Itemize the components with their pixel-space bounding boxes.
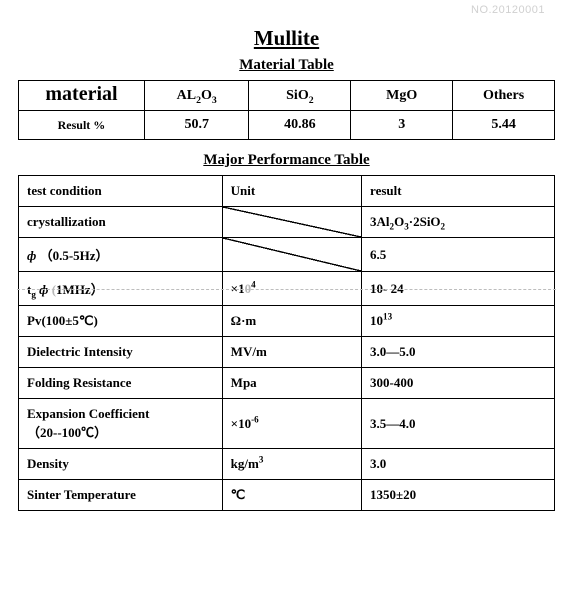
perf-unit: Ω·m	[222, 306, 361, 337]
table-row: Sinter Temperature℃1350±20	[19, 480, 555, 511]
table-row: Dielectric IntensityMV/m3.0—5.0	[19, 337, 555, 368]
perf-result: 3.5—4.0	[362, 399, 555, 449]
perf-result: 1350±20	[362, 480, 555, 511]
perf-condition: tg ф (1MHz）	[19, 272, 223, 306]
perf-condition: Pv(100±5℃)	[19, 306, 223, 337]
perf-unit: ℃	[222, 480, 361, 511]
material-table-cell: 50.7	[144, 111, 249, 140]
perf-condition: Density	[19, 449, 223, 480]
table-row: material AL2O3 SiO2 MgO Others	[19, 81, 555, 111]
perf-unit: ×10-6	[222, 399, 361, 449]
table-row: ф （0.5-5Hz） 6.5	[19, 238, 555, 272]
table-row: test condition Unit result	[19, 176, 555, 207]
perf-result: 3.0—5.0	[362, 337, 555, 368]
perf-result: 10- 24	[362, 272, 555, 306]
perf-condition: Sinter Temperature	[19, 480, 223, 511]
material-table-col: SiO2	[249, 81, 351, 111]
perf-unit: Mpa	[222, 368, 361, 399]
perf-unit: ×104	[222, 272, 361, 306]
perf-unit: kg/m3	[222, 449, 361, 480]
perf-result: 6.5	[362, 238, 555, 272]
perf-result: 3.0	[362, 449, 555, 480]
material-table-col: Others	[453, 81, 555, 111]
perf-condition: crystallization	[19, 207, 223, 238]
perf-header: Unit	[222, 176, 361, 207]
table-row: Densitykg/m33.0	[19, 449, 555, 480]
material-table-cell: 3	[351, 111, 453, 140]
perf-header: test condition	[19, 176, 223, 207]
perf-unit	[222, 238, 361, 272]
perf-result: 300-400	[362, 368, 555, 399]
perf-result: 1013	[362, 306, 555, 337]
material-table-rowlabel: Result %	[19, 111, 145, 140]
perf-condition: Expansion Coefficient（20--100℃）	[19, 399, 223, 449]
material-table-corner: material	[19, 81, 145, 111]
perf-unit	[222, 207, 361, 238]
table-row: Folding ResistanceMpa300-400	[19, 368, 555, 399]
perf-result: 3Al2O3·2SiO2	[362, 207, 555, 238]
perf-header: result	[362, 176, 555, 207]
perf-condition: Folding Resistance	[19, 368, 223, 399]
perf-condition: ф （0.5-5Hz）	[19, 238, 223, 272]
perf-unit: MV/m	[222, 337, 361, 368]
page-title: Mullite	[18, 26, 555, 51]
table-row: Pv(100±5℃)Ω·m1013	[19, 306, 555, 337]
table-row: Result % 50.7 40.86 3 5.44	[19, 111, 555, 140]
performance-table: test condition Unit result crystallizati…	[18, 175, 555, 511]
material-table-cell: 40.86	[249, 111, 351, 140]
material-table-heading: Material Table	[18, 57, 555, 74]
table-row: tg ф (1MHz）×10410- 24	[19, 272, 555, 306]
document-number: NO.20120001	[471, 4, 545, 16]
material-table-col: AL2O3	[144, 81, 249, 111]
material-table-col: MgO	[351, 81, 453, 111]
table-row: crystallization 3Al2O3·2SiO2	[19, 207, 555, 238]
material-table-cell: 5.44	[453, 111, 555, 140]
performance-table-heading: Major Performance Table	[18, 152, 555, 169]
perf-condition: Dielectric Intensity	[19, 337, 223, 368]
performance-table-body: crystallization 3Al2O3·2SiO2 ф （0.5-5Hz） 6.…	[19, 207, 555, 511]
table-row: Expansion Coefficient（20--100℃）×10-63.5—…	[19, 399, 555, 449]
page: NO.20120001 Mullite Material Table mater…	[0, 0, 573, 613]
material-table: material AL2O3 SiO2 MgO Others Result % …	[18, 80, 555, 140]
